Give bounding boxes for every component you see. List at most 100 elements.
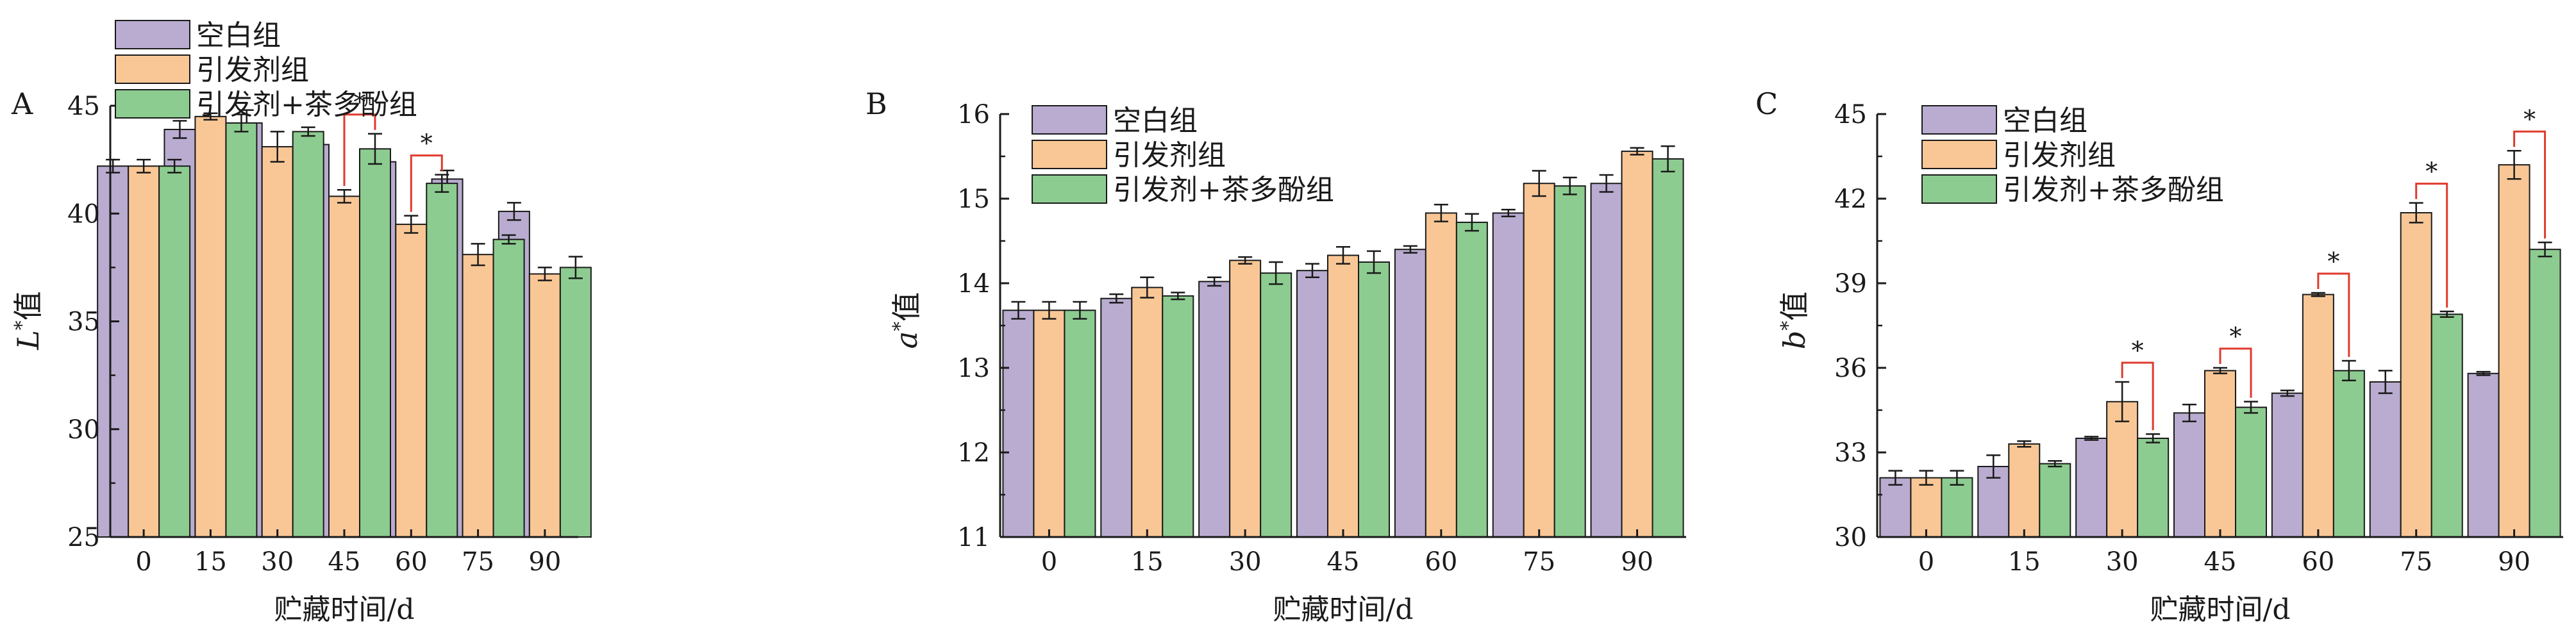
x-tick-label: 15 xyxy=(194,547,227,577)
y-axis-title-suffix: 值 xyxy=(11,291,46,320)
x-tick-label: 45 xyxy=(1327,547,1360,577)
y-axis-title-var: L xyxy=(11,330,46,351)
bar xyxy=(1198,281,1231,538)
y-tick-label: 45 xyxy=(67,92,100,121)
bar xyxy=(528,273,561,538)
legend-swatch xyxy=(115,20,190,49)
significance-line xyxy=(410,154,443,212)
error-bar xyxy=(1501,208,1516,217)
legend-swatch xyxy=(1032,174,1107,204)
error-bar xyxy=(2538,241,2552,258)
bar xyxy=(1229,260,1262,538)
bar xyxy=(492,238,525,538)
x-axis-title: 贮藏时间/d xyxy=(274,593,415,626)
error-bar xyxy=(2311,292,2325,297)
x-tick-label: 90 xyxy=(528,547,561,577)
bar xyxy=(2302,293,2334,538)
y-tick-label: 45 xyxy=(1834,100,1867,129)
significance-line xyxy=(2121,361,2154,431)
bar xyxy=(2137,438,2170,538)
error-bar xyxy=(501,234,516,245)
error-bar xyxy=(2017,440,2032,448)
bar xyxy=(1064,310,1096,538)
y-axis-title-sup: * xyxy=(1777,321,1800,331)
bar xyxy=(2332,370,2365,538)
bar xyxy=(1455,221,1488,538)
legend-swatch xyxy=(115,54,190,84)
bar xyxy=(328,195,360,538)
significance-star: * xyxy=(2132,336,2144,365)
error-bar xyxy=(1305,263,1319,279)
legend-label: 引发剂+茶多酚组 xyxy=(1113,174,1334,206)
error-bar xyxy=(1042,301,1057,320)
legend-label: 引发剂组 xyxy=(1113,139,1226,172)
y-tick-label: 42 xyxy=(1834,185,1867,214)
error-bar xyxy=(1073,301,1087,320)
error-bar xyxy=(1207,276,1222,287)
x-tick-label: 15 xyxy=(2008,547,2041,577)
significance-line xyxy=(2317,272,2350,357)
error-bar xyxy=(2244,401,2258,414)
bar xyxy=(194,115,227,538)
bar xyxy=(2204,370,2236,538)
error-bar xyxy=(2213,367,2227,375)
bar xyxy=(1327,254,1359,538)
x-tick-label: 45 xyxy=(328,547,361,577)
error-bar xyxy=(1986,454,2001,479)
legend-label: 空白组 xyxy=(196,19,281,52)
panel-label: B xyxy=(866,87,887,121)
bar xyxy=(128,165,160,538)
legend-label: 引发剂组 xyxy=(196,54,309,87)
x-tick-label: 30 xyxy=(1229,547,1262,577)
x-tick-label: 15 xyxy=(1131,547,1164,577)
error-bar xyxy=(1888,470,1903,486)
panel-label: A xyxy=(11,87,33,121)
legend-label: 引发剂组 xyxy=(2003,139,2116,172)
legend-swatch xyxy=(1921,174,1997,204)
significance-bracket xyxy=(2415,183,2448,308)
error-bar xyxy=(270,131,285,163)
x-tick-label: 0 xyxy=(1918,547,1934,577)
error-bar xyxy=(471,243,485,267)
bar xyxy=(2039,463,2071,538)
error-bar xyxy=(2146,433,2161,443)
x-tick-label: 90 xyxy=(1621,547,1653,577)
bar xyxy=(1523,183,1555,538)
significance-bracket xyxy=(410,154,443,212)
bar xyxy=(1941,477,1973,538)
bar xyxy=(1590,183,1623,538)
y-tick-label: 33 xyxy=(1834,438,1867,468)
error-bar xyxy=(1464,213,1479,232)
error-bar xyxy=(1367,250,1381,274)
bar xyxy=(1879,477,1912,538)
y-axis-title: a*值 xyxy=(889,292,924,349)
error-bar xyxy=(1336,245,1350,265)
bar xyxy=(2271,392,2304,538)
bar xyxy=(462,254,494,538)
bar xyxy=(426,183,458,538)
significance-line xyxy=(2513,130,2547,239)
x-tick-label: 90 xyxy=(2498,547,2530,577)
error-bar xyxy=(568,256,583,279)
y-tick-label: 13 xyxy=(957,354,990,383)
error-bar xyxy=(2378,370,2393,394)
y-tick-label: 15 xyxy=(957,185,990,214)
error-bar xyxy=(1660,145,1675,173)
error-bar xyxy=(1238,256,1253,265)
error-bar xyxy=(537,267,552,281)
bar xyxy=(225,122,258,538)
x-tick-label: 60 xyxy=(395,547,428,577)
legend-swatch xyxy=(1921,105,1997,135)
significance-bracket xyxy=(2121,361,2154,431)
bar xyxy=(1492,212,1525,538)
bar xyxy=(2529,249,2561,538)
x-tick-label: 75 xyxy=(1523,547,1555,577)
error-bar xyxy=(1403,245,1418,254)
bar xyxy=(1100,297,1133,538)
bar xyxy=(1425,212,1457,538)
error-bar xyxy=(1919,470,1934,486)
y-axis-title-suffix: 值 xyxy=(889,292,924,322)
bar xyxy=(1553,185,1586,538)
